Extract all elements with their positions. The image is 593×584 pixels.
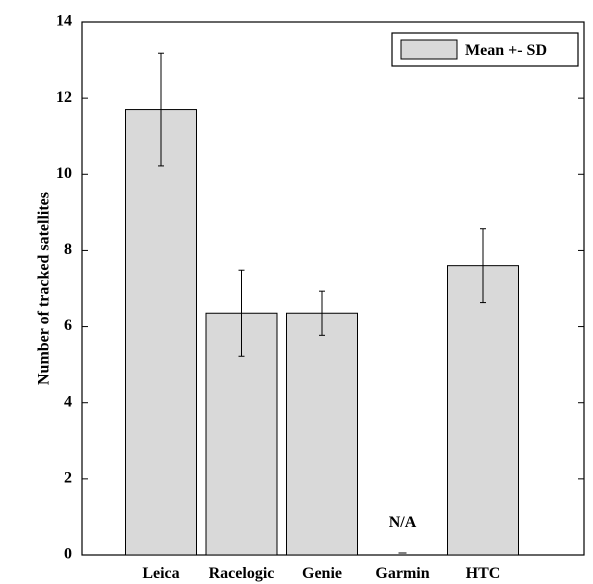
x-category-label: Garmin (375, 565, 429, 582)
y-tick-label: 10 (56, 165, 72, 182)
y-tick-label: 8 (64, 241, 72, 258)
y-tick-label: 2 (64, 470, 72, 487)
y-tick-label: 14 (56, 13, 72, 30)
bars: N/A (126, 53, 519, 555)
bar (448, 266, 519, 555)
x-category-label: Genie (302, 565, 342, 582)
legend: Mean +- SD (392, 33, 578, 66)
y-tick-label: 4 (64, 393, 72, 410)
y-tick-label: 0 (64, 546, 72, 563)
y-tick-label: 12 (56, 89, 72, 106)
bar (126, 110, 197, 555)
y-tick-label: 6 (64, 317, 72, 334)
legend-entry: Mean +- SD (465, 42, 547, 59)
bar (287, 313, 358, 555)
x-axis: Leica Racelogic Genie Garmin HTC (142, 565, 500, 582)
x-category-label: Leica (142, 565, 179, 582)
y-axis-label: Number of tracked satellites (36, 192, 53, 385)
legend-swatch (401, 40, 457, 59)
na-annotation: N/A (389, 514, 417, 531)
x-category-label: HTC (466, 565, 501, 582)
x-category-label: Racelogic (209, 565, 275, 582)
